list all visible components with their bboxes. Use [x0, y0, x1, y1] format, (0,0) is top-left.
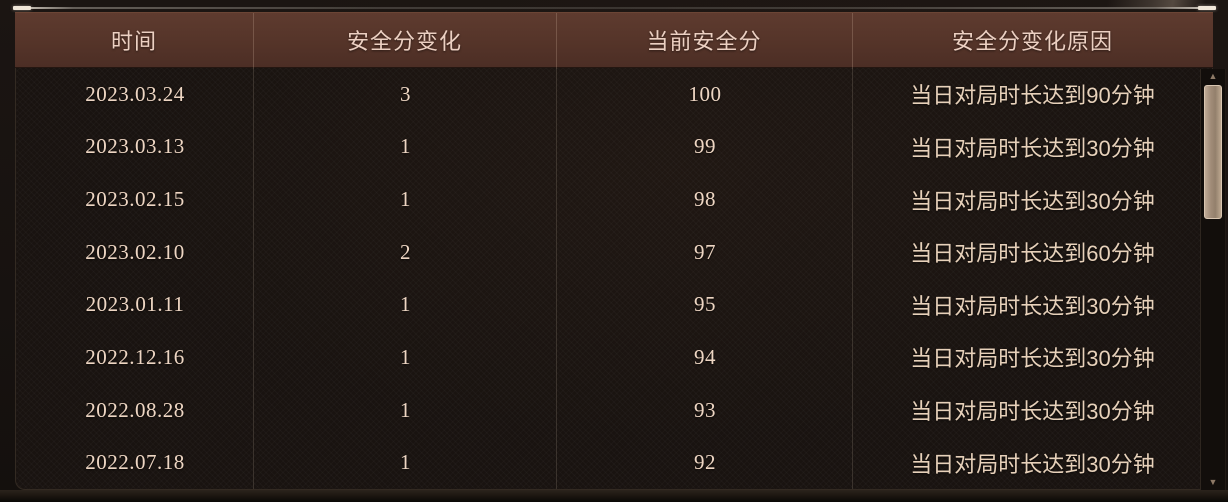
table-row: 2023.03.13 1 99 当日对局时长达到30分钟 [16, 121, 1212, 174]
column-header-current: 当前安全分 [646, 29, 762, 54]
cell-time: 2022.08.28 [85, 397, 185, 422]
scrollbar-up-arrow-icon[interactable]: ▲ [1208, 71, 1218, 81]
cell-reason: 当日对局时长达到30分钟 [910, 293, 1155, 319]
cell-current: 97 [694, 239, 716, 264]
cell-time: 2023.02.15 [85, 187, 185, 212]
scrollbar-down-arrow-icon[interactable]: ▼ [1208, 477, 1218, 487]
cell-reason: 当日对局时长达到30分钟 [910, 399, 1155, 425]
cell-change: 1 [400, 450, 411, 475]
cell-current: 95 [694, 292, 716, 317]
table-row: 2023.01.11 1 95 当日对局时长达到30分钟 [16, 279, 1212, 332]
column-divider [556, 13, 557, 489]
cell-current: 98 [694, 187, 716, 212]
cell-reason: 当日对局时长达到90分钟 [910, 83, 1155, 109]
column-header-change: 安全分变化 [346, 29, 462, 54]
table-row: 2022.08.28 1 93 当日对局时长达到30分钟 [16, 384, 1212, 437]
cell-current: 93 [694, 397, 716, 422]
cell-time: 2023.01.11 [85, 292, 185, 317]
table-row: 2022.12.16 1 94 当日对局时长达到30分钟 [16, 331, 1212, 384]
cell-reason: 当日对局时长达到60分钟 [910, 241, 1155, 267]
column-divider [852, 13, 853, 489]
table-header-row: 时间 安全分变化 当前安全分 安全分变化原因 [15, 12, 1213, 68]
cell-change: 1 [400, 292, 411, 317]
cell-reason: 当日对局时长达到30分钟 [910, 135, 1155, 161]
cell-time: 2022.07.18 [85, 450, 185, 475]
cell-change: 1 [400, 397, 411, 422]
cell-time: 2023.03.24 [85, 81, 185, 106]
panel-bottom-edge [0, 490, 1228, 502]
table-row: 2023.02.15 1 98 当日对局时长达到30分钟 [16, 173, 1212, 226]
cell-reason: 当日对局时长达到30分钟 [910, 188, 1155, 214]
table-row: 2022.07.18 1 92 当日对局时长达到30分钟 [16, 436, 1212, 489]
cell-time: 2023.02.10 [85, 239, 185, 264]
cell-current: 99 [694, 134, 716, 159]
cell-change: 1 [400, 187, 411, 212]
cell-current: 92 [694, 450, 716, 475]
table-row: 2023.02.10 2 97 当日对局时长达到60分钟 [16, 226, 1212, 279]
background-highlight-streak [1095, 0, 1220, 8]
cell-time: 2023.03.13 [85, 134, 185, 159]
cell-current: 100 [688, 81, 722, 106]
top-ornament-cap-right [1198, 6, 1216, 10]
table-row: 2023.03.24 3 100 当日对局时长达到90分钟 [16, 68, 1212, 121]
cell-change: 2 [400, 239, 411, 264]
cell-reason: 当日对局时长达到30分钟 [910, 451, 1155, 477]
vertical-scrollbar[interactable]: ▲ ▼ [1200, 69, 1226, 490]
top-ornament-line [13, 7, 1216, 9]
cell-time: 2022.12.16 [85, 344, 185, 369]
cell-current: 94 [694, 344, 716, 369]
scrollbar-thumb[interactable] [1204, 85, 1222, 219]
cell-change: 3 [400, 81, 411, 106]
column-header-time: 时间 [110, 29, 157, 54]
table-body: 2023.03.24 3 100 当日对局时长达到90分钟 2023.03.13… [15, 68, 1213, 490]
column-divider [253, 13, 254, 489]
cell-change: 1 [400, 134, 411, 159]
top-ornament-cap-left [13, 6, 31, 10]
cell-change: 1 [400, 344, 411, 369]
cell-reason: 当日对局时长达到30分钟 [910, 346, 1155, 372]
column-header-reason: 安全分变化原因 [951, 29, 1113, 54]
